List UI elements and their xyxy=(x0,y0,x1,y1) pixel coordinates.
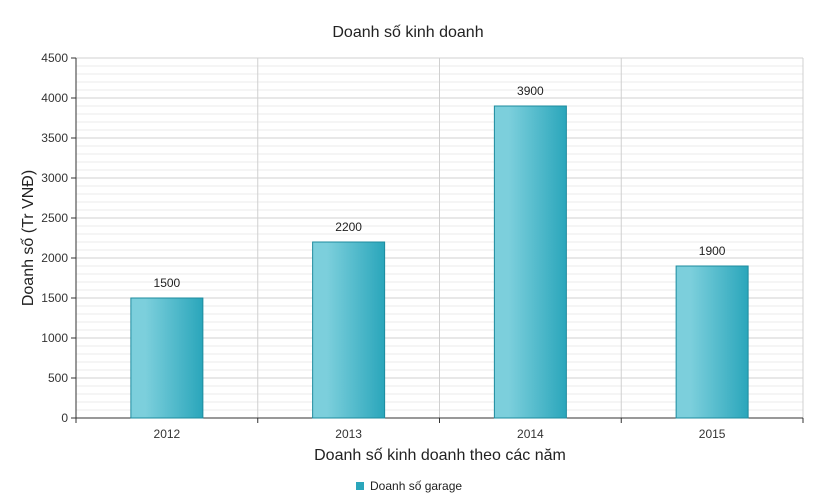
y-tick-label: 500 xyxy=(48,371,68,385)
y-tick-label: 4500 xyxy=(41,51,68,65)
x-tick-label: 2012 xyxy=(154,427,181,441)
bar-layer xyxy=(130,105,749,419)
data-label: 2200 xyxy=(335,220,362,234)
y-tick-label: 4000 xyxy=(41,91,68,105)
y-tick-label: 2000 xyxy=(41,251,68,265)
legend[interactable]: Doanh số garage xyxy=(356,479,462,493)
chart-title: Doanh số kinh doanh xyxy=(332,24,483,41)
y-axis-title: Doanh số (Tr VNĐ) xyxy=(20,170,37,306)
y-tick-label: 3000 xyxy=(41,171,68,185)
label-layer: 1500 2012 2200 2013 3900 2014 1900 2015 xyxy=(154,84,726,441)
y-tick-label: 1000 xyxy=(41,331,68,345)
y-tick-label: 0 xyxy=(61,411,68,425)
y-tick-label: 2500 xyxy=(41,211,68,225)
legend-swatch xyxy=(356,482,364,490)
bar xyxy=(493,105,567,419)
bar xyxy=(130,297,204,419)
x-axis-title: Doanh số kinh doanh theo các năm xyxy=(314,447,566,464)
data-label: 1500 xyxy=(154,276,181,290)
data-label: 3900 xyxy=(517,84,544,98)
legend-label: Doanh số garage xyxy=(370,479,462,493)
x-tick-label: 2015 xyxy=(699,427,726,441)
x-tick-label: 2013 xyxy=(335,427,362,441)
x-tick-label: 2014 xyxy=(517,427,544,441)
y-tick-label: 3500 xyxy=(41,131,68,145)
bar xyxy=(312,241,386,419)
y-tick-label: 1500 xyxy=(41,291,68,305)
bar xyxy=(675,265,749,419)
data-label: 1900 xyxy=(699,244,726,258)
